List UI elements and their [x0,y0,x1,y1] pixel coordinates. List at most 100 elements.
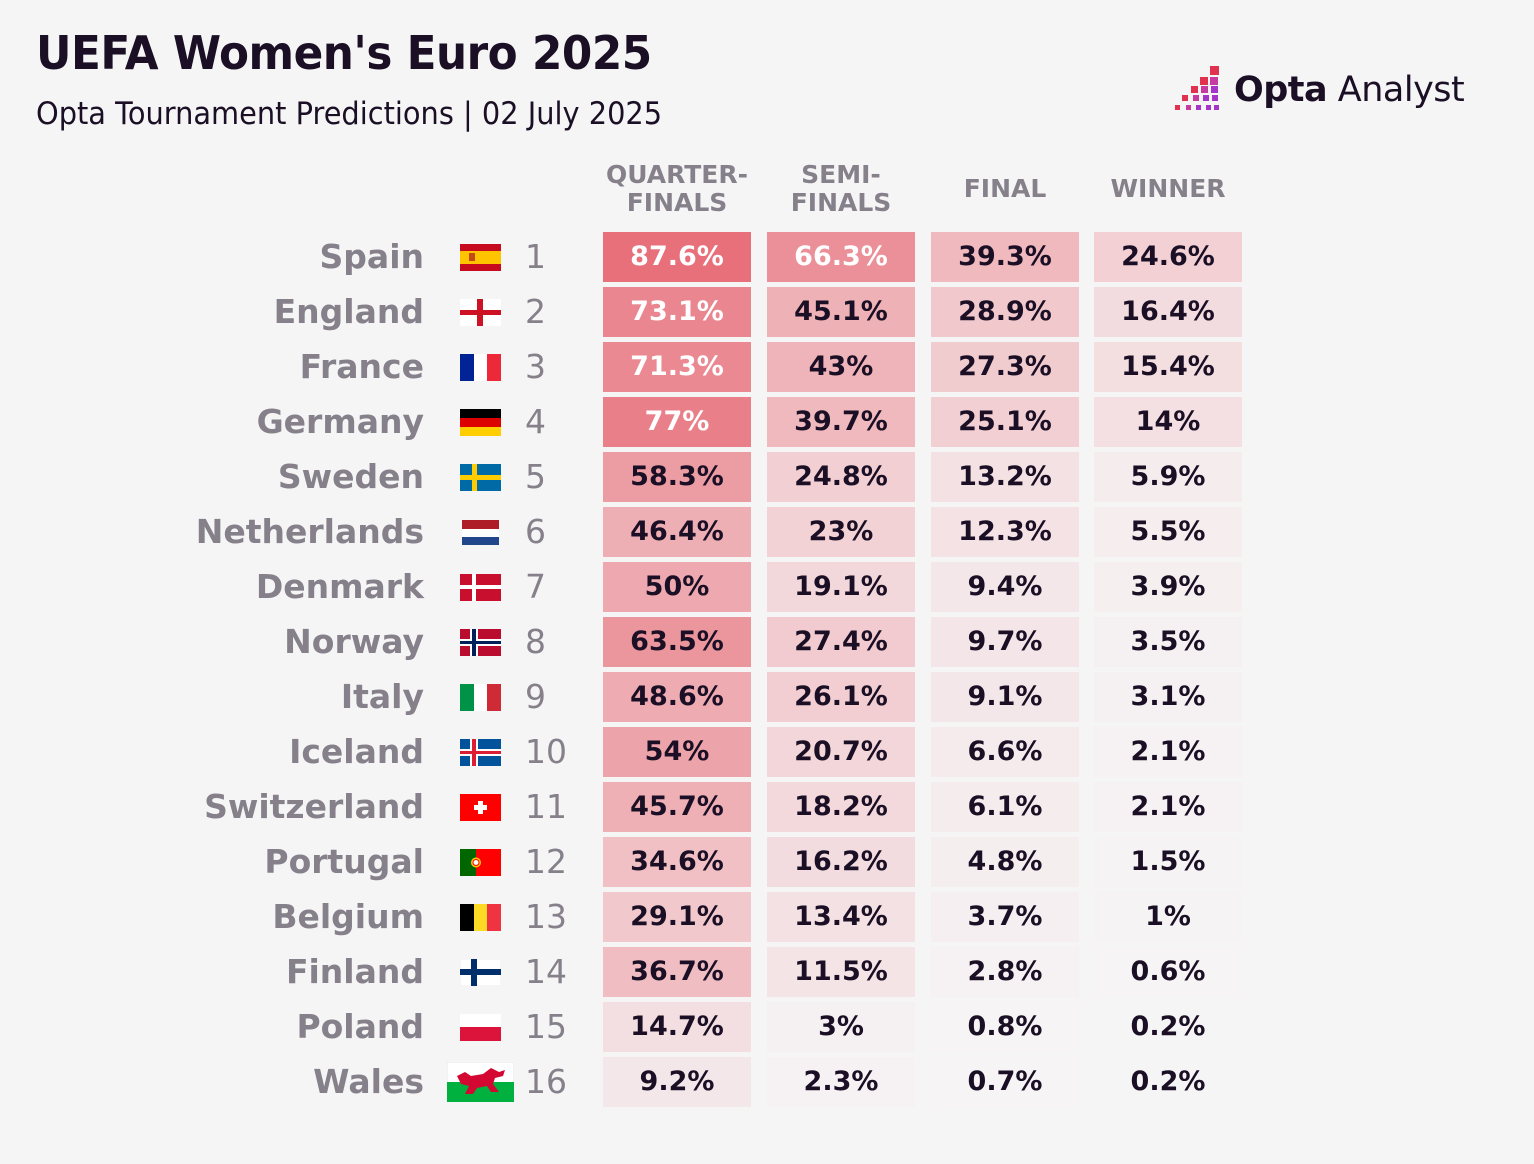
team-name: Italy [340,677,424,716]
cell-final: 12.3% [931,507,1079,557]
team-name: Iceland [289,732,424,771]
table-row: Belgium 13 29.1% 13.4% 3.7% 1% [0,892,1534,942]
cell-winner: 15.4% [1094,342,1242,392]
team-name: Spain [319,237,424,276]
cell-final: 9.4% [931,562,1079,612]
page-subtitle: Opta Tournament Predictions | 02 July 20… [36,96,663,132]
table-row: Netherlands 6 46.4% 23% 12.3% 5.5% [0,507,1534,557]
team-rank: 5 [525,457,546,496]
cell-final: 28.9% [931,287,1079,337]
team-name: England [273,292,424,331]
cell-winner: 0.2% [1094,1002,1242,1052]
france-flag-icon [460,354,501,381]
cell-winner: 24.6% [1094,232,1242,282]
team-name: Denmark [255,567,424,606]
cell-sf: 2.3% [767,1057,915,1107]
spain-flag-icon [460,244,501,271]
team-rank: 16 [525,1062,567,1101]
team-rank: 9 [525,677,546,716]
table-row: Spain 1 87.6% 66.3% 39.3% 24.6% [0,232,1534,282]
cell-final: 9.7% [931,617,1079,667]
cell-qf: 71.3% [603,342,751,392]
table-row: Germany 4 77% 39.7% 25.1% 14% [0,397,1534,447]
switzerland-flag-icon [460,794,501,821]
cell-qf: 34.6% [603,837,751,887]
table-row: France 3 71.3% 43% 27.3% 15.4% [0,342,1534,392]
page-title: UEFA Women's Euro 2025 [36,26,652,80]
cell-qf: 14.7% [603,1002,751,1052]
cell-qf: 9.2% [603,1057,751,1107]
team-name: Sweden [277,457,424,496]
column-header-sf: SEMI- FINALS [790,160,892,217]
cell-winner: 3.1% [1094,672,1242,722]
cell-final: 9.1% [931,672,1079,722]
table-row: Wales 16 9.2% 2.3% 0.7% 0.2% [0,1057,1534,1107]
team-rank: 7 [525,567,546,606]
cell-qf: 63.5% [603,617,751,667]
cell-final: 13.2% [931,452,1079,502]
team-rank: 2 [525,292,546,331]
cell-sf: 23% [767,507,915,557]
cell-qf: 54% [603,727,751,777]
team-name: Belgium [272,897,424,936]
cell-sf: 19.1% [767,562,915,612]
belgium-flag-icon [460,904,501,931]
cell-sf: 24.8% [767,452,915,502]
cell-final: 27.3% [931,342,1079,392]
cell-winner: 0.2% [1094,1057,1242,1107]
cell-winner: 3.9% [1094,562,1242,612]
cell-sf: 43% [767,342,915,392]
logo-wordmark: Opta Analyst [1234,70,1465,110]
cell-qf: 50% [603,562,751,612]
denmark-flag-icon [460,574,501,601]
cell-final: 6.1% [931,782,1079,832]
table-row: Switzerland 11 45.7% 18.2% 6.1% 2.1% [0,782,1534,832]
cell-final: 6.6% [931,727,1079,777]
team-rank: 15 [525,1007,567,1046]
cell-sf: 16.2% [767,837,915,887]
team-name: Switzerland [204,787,424,826]
germany-flag-icon [460,409,501,436]
cell-winner: 5.9% [1094,452,1242,502]
team-rank: 10 [525,732,567,771]
cell-sf: 11.5% [767,947,915,997]
column-header-final: FINAL [963,174,1047,203]
column-header-qf: QUARTER- FINALS [605,160,749,217]
sweden-flag-icon [460,464,501,491]
cell-sf: 20.7% [767,727,915,777]
cell-final: 39.3% [931,232,1079,282]
norway-flag-icon [460,629,501,656]
cell-winner: 14% [1094,397,1242,447]
cell-sf: 27.4% [767,617,915,667]
cell-qf: 46.4% [603,507,751,557]
cell-sf: 13.4% [767,892,915,942]
cell-winner: 2.1% [1094,727,1242,777]
cell-sf: 66.3% [767,232,915,282]
team-name: Norway [284,622,424,661]
team-rank: 11 [525,787,567,826]
table-row: Poland 15 14.7% 3% 0.8% 0.2% [0,1002,1534,1052]
team-rank: 14 [525,952,567,991]
cell-winner: 5.5% [1094,507,1242,557]
opta-analyst-logo: Opta Analyst [1174,64,1465,116]
cell-sf: 18.2% [767,782,915,832]
cell-qf: 73.1% [603,287,751,337]
cell-winner: 3.5% [1094,617,1242,667]
logo-brand-light: Analyst [1337,70,1465,110]
table-row: Norway 8 63.5% 27.4% 9.7% 3.5% [0,617,1534,667]
cell-sf: 3% [767,1002,915,1052]
team-rank: 1 [525,237,546,276]
team-name: Finland [285,952,424,991]
team-rank: 3 [525,347,546,386]
team-name: Wales [313,1062,424,1101]
cell-qf: 77% [603,397,751,447]
cell-sf: 39.7% [767,397,915,447]
cell-sf: 26.1% [767,672,915,722]
table-row: England 2 73.1% 45.1% 28.9% 16.4% [0,287,1534,337]
opta-logo-icon [1175,66,1219,110]
cell-qf: 87.6% [603,232,751,282]
logo-brand-bold: Opta [1234,70,1328,110]
table-row: Sweden 5 58.3% 24.8% 13.2% 5.9% [0,452,1534,502]
team-rank: 12 [525,842,567,881]
portugal-flag-icon [460,849,501,876]
